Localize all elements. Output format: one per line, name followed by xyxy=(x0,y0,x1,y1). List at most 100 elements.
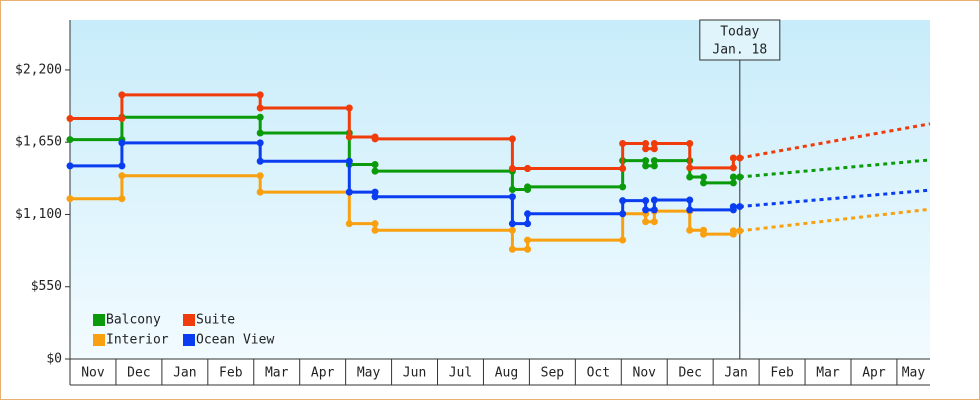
legend-swatch xyxy=(93,314,105,326)
point xyxy=(508,226,516,234)
point xyxy=(729,173,737,181)
point xyxy=(345,104,353,112)
point xyxy=(736,227,744,235)
point xyxy=(729,164,737,172)
y-tick-label: $550 xyxy=(31,279,62,294)
point xyxy=(66,195,74,203)
x-tick-label: Dec xyxy=(678,366,701,381)
point xyxy=(524,164,532,172)
point xyxy=(650,218,658,226)
point xyxy=(524,220,532,228)
point xyxy=(619,164,627,172)
today-label: Today xyxy=(720,25,759,40)
x-tick-label: Jul xyxy=(449,366,472,381)
point xyxy=(345,188,353,196)
point xyxy=(729,154,737,162)
point xyxy=(118,139,126,147)
point xyxy=(642,157,650,165)
point xyxy=(524,183,532,191)
x-tick-label: Feb xyxy=(219,366,243,381)
point xyxy=(508,220,516,228)
x-tick-label: Jan xyxy=(173,366,196,381)
point xyxy=(508,245,516,253)
point xyxy=(729,227,737,235)
point xyxy=(508,186,516,193)
legend-swatch xyxy=(93,334,105,346)
point xyxy=(736,173,744,181)
point xyxy=(650,162,658,170)
x-tick-label: Jan xyxy=(724,366,747,381)
legend-swatch xyxy=(183,314,195,326)
point xyxy=(118,162,126,170)
point xyxy=(524,210,532,218)
today-label: Jan. 18 xyxy=(712,43,767,58)
y-tick-label: $2,200 xyxy=(15,62,62,77)
point xyxy=(650,157,658,165)
point xyxy=(619,197,627,205)
point xyxy=(256,104,264,112)
point xyxy=(345,220,353,228)
point xyxy=(650,140,658,148)
point xyxy=(66,136,74,144)
point xyxy=(650,206,658,214)
x-tick-label: Nov xyxy=(81,366,105,381)
legend-swatch xyxy=(183,334,195,346)
point xyxy=(686,206,694,214)
point xyxy=(256,172,264,180)
point xyxy=(118,91,126,99)
point xyxy=(371,161,379,169)
x-tick-label: Feb xyxy=(770,366,794,381)
point xyxy=(345,157,353,165)
point xyxy=(642,145,650,153)
x-tick-label: Apr xyxy=(862,366,886,381)
point xyxy=(700,230,708,238)
point xyxy=(736,203,744,211)
legend-label: Suite xyxy=(196,313,235,328)
x-tick-label: Jun xyxy=(403,366,426,381)
point xyxy=(686,140,694,148)
point xyxy=(686,164,694,172)
x-tick-label: May xyxy=(902,366,926,381)
y-tick-label: $1,650 xyxy=(15,135,62,150)
point xyxy=(619,183,627,191)
y-tick-label: $1,100 xyxy=(15,207,62,222)
point xyxy=(650,145,658,153)
x-tick-label: Nov xyxy=(633,366,657,381)
point xyxy=(508,193,516,201)
point xyxy=(118,172,126,180)
point xyxy=(686,173,694,181)
plot-area xyxy=(70,20,930,359)
point xyxy=(650,196,658,204)
point xyxy=(118,195,126,203)
point xyxy=(642,206,650,214)
point xyxy=(345,133,353,141)
point xyxy=(686,226,694,234)
point xyxy=(700,179,708,187)
y-tick-label: $0 xyxy=(46,352,62,367)
point xyxy=(508,164,516,172)
point xyxy=(524,245,532,253)
point xyxy=(619,140,627,148)
point xyxy=(619,210,627,218)
x-tick-label: Mar xyxy=(265,366,289,381)
x-tick-label: Sep xyxy=(541,366,565,381)
point xyxy=(371,135,379,143)
x-tick-label: Mar xyxy=(816,366,840,381)
point xyxy=(256,91,264,99)
point xyxy=(256,157,264,165)
point xyxy=(256,139,264,147)
x-tick-label: May xyxy=(357,366,381,381)
point xyxy=(256,129,264,137)
legend-label: Balcony xyxy=(106,313,161,328)
point xyxy=(508,135,516,143)
point xyxy=(118,115,126,123)
point xyxy=(642,162,650,170)
point xyxy=(642,197,650,205)
point xyxy=(729,203,737,211)
point xyxy=(619,236,627,244)
point xyxy=(256,188,264,196)
x-tick-label: Dec xyxy=(127,366,150,381)
x-tick-label: Oct xyxy=(587,366,610,381)
point xyxy=(642,218,650,226)
point xyxy=(736,154,744,162)
